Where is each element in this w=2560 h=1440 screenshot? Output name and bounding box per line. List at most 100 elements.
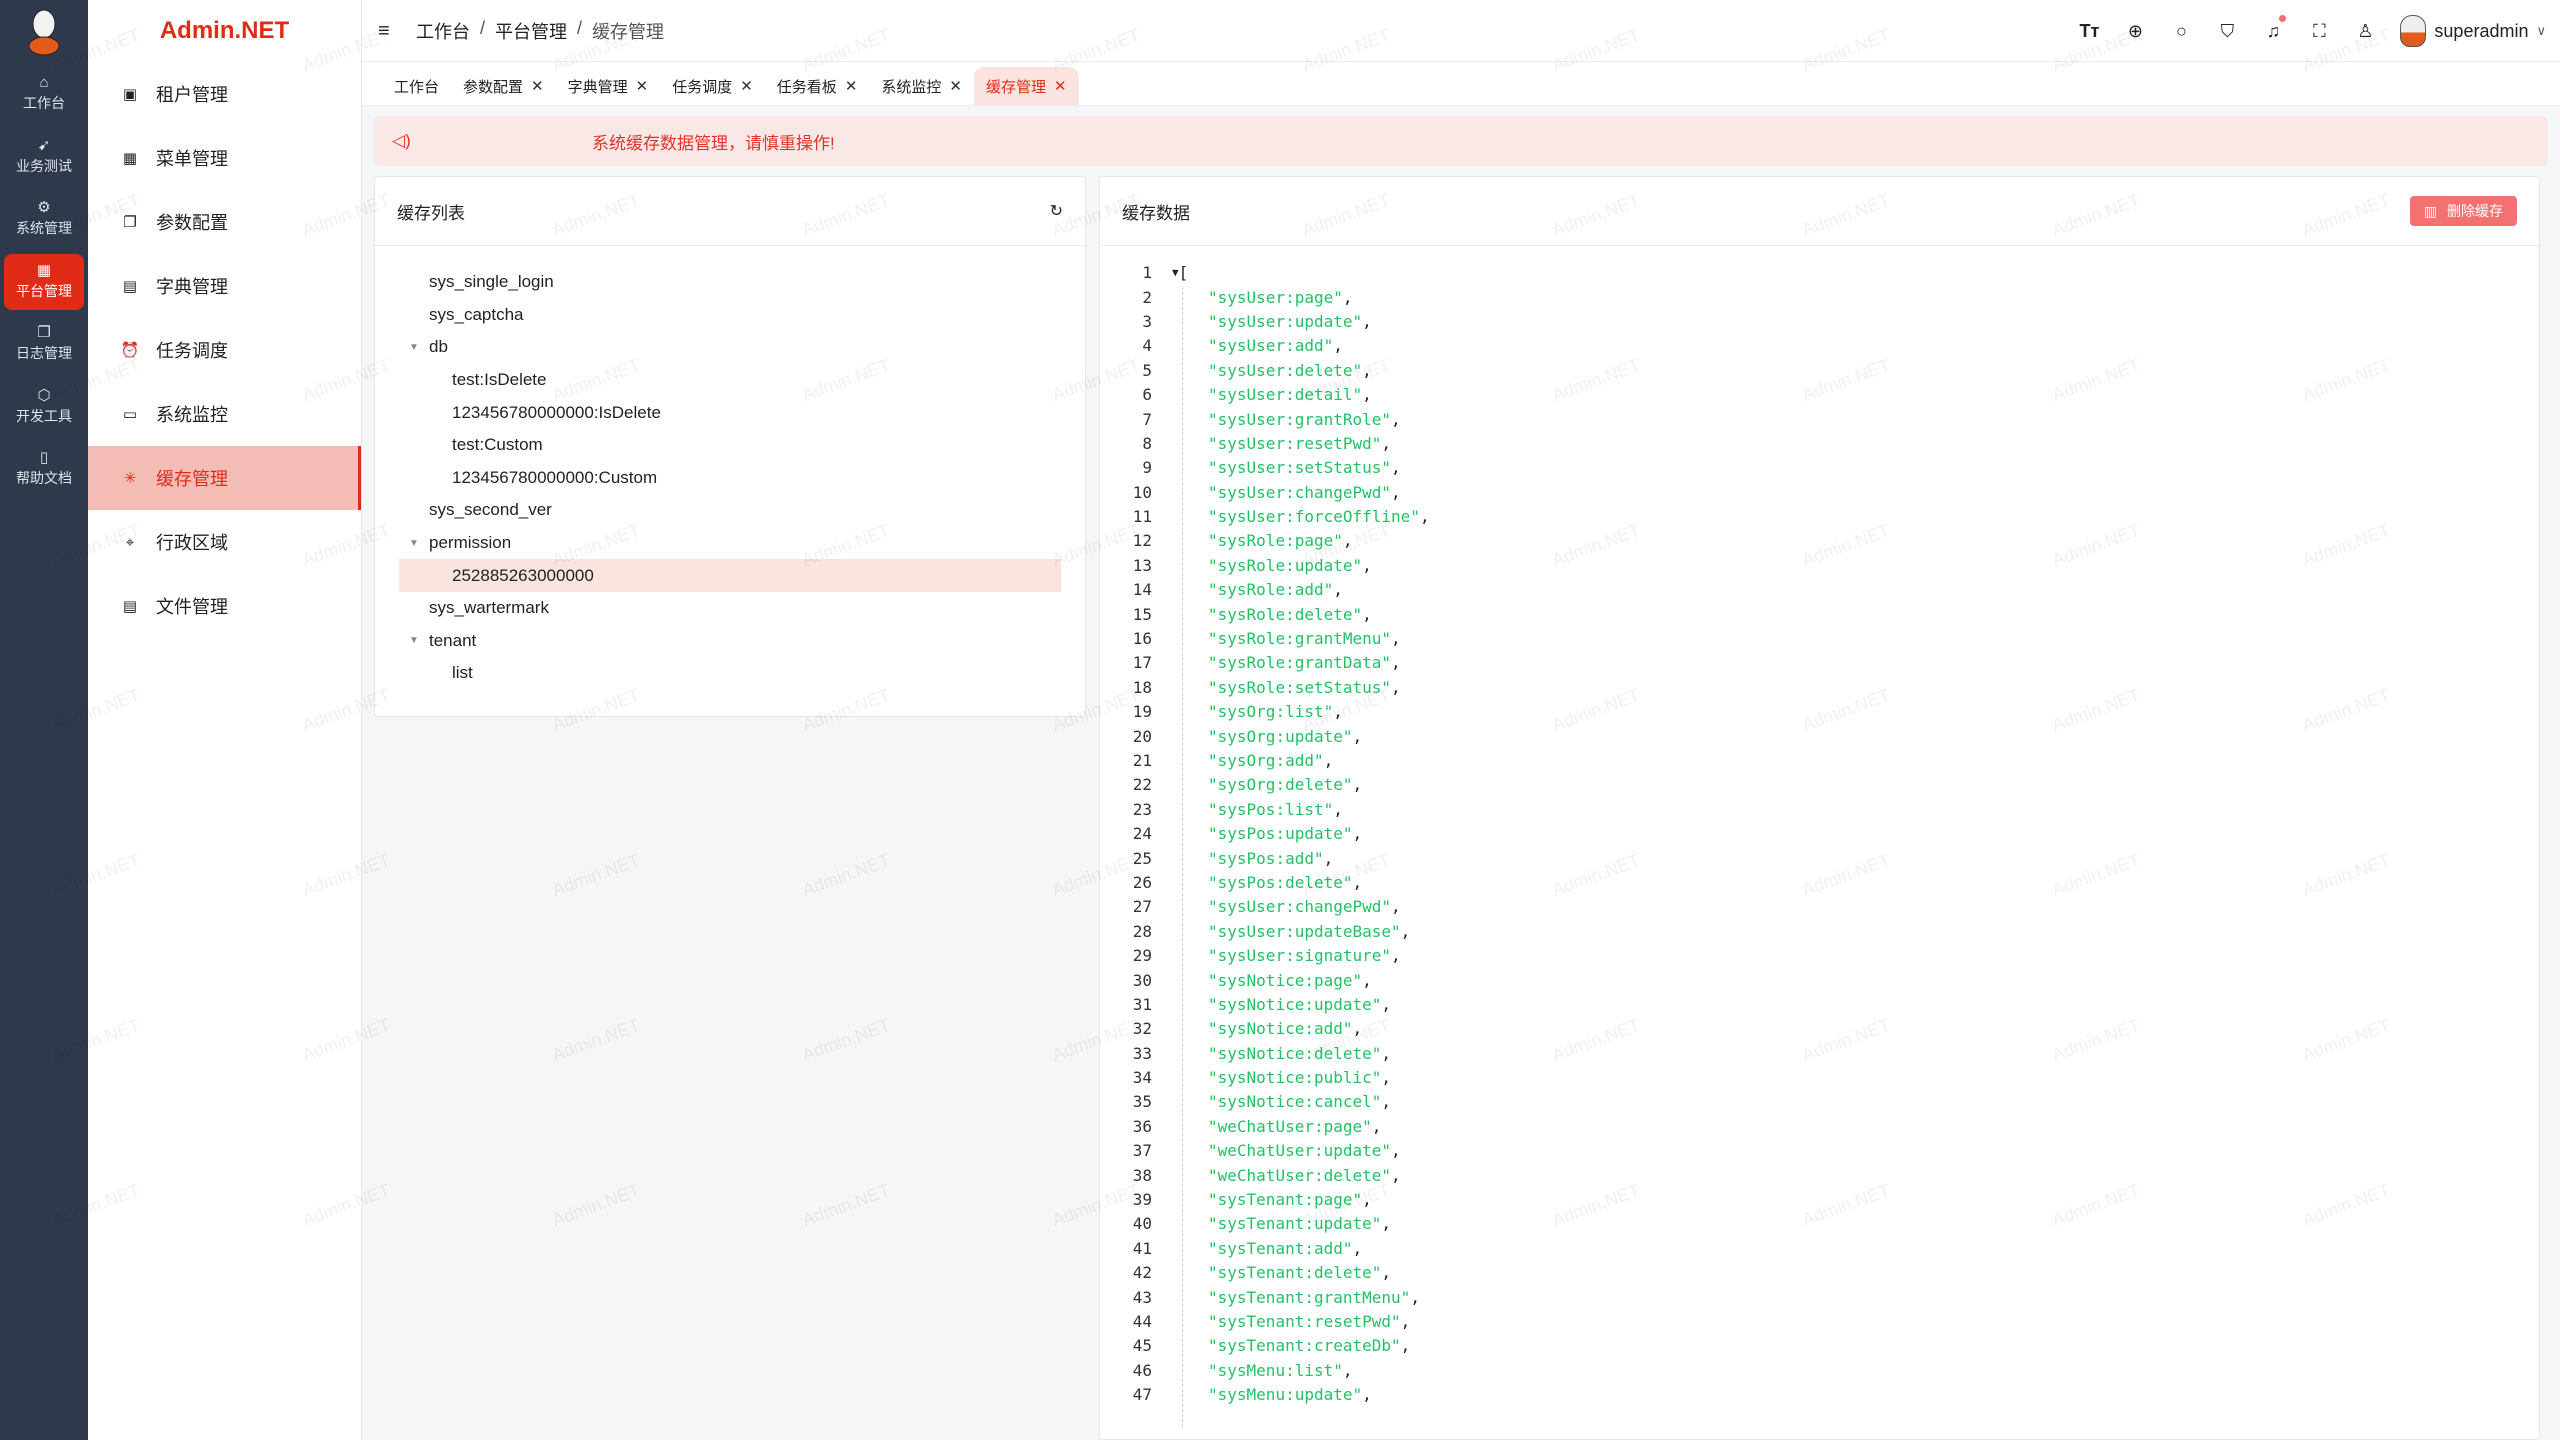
tree-node[interactable]: test:Custom [399,429,1061,462]
tab-label: 缓存管理 [985,78,1046,96]
code-line: 40 "sysTenant:update", [1100,1212,1430,1236]
line-number: 39 [1132,1190,1152,1210]
tab-label: 工作台 [394,78,440,96]
menu-collapse-icon[interactable]: ≡ [378,19,390,42]
code-line: 4 "sysUser:add", [1100,334,1430,358]
caret-down-icon[interactable]: ▼ [409,537,419,549]
line-number: 6 [1142,385,1152,405]
refresh-icon[interactable]: ↻ [1049,203,1063,220]
caret-down-icon[interactable]: ▼ [409,635,419,647]
comma: , [1333,702,1343,722]
tree-node[interactable]: sys_captcha [399,299,1061,332]
submenu-item[interactable]: ❐ 参数配置 [88,190,361,254]
code-line: 6 "sysUser:detail", [1100,383,1430,407]
tree-node-label: 252885263000000 [452,565,594,585]
line-number: 9 [1142,458,1152,478]
line-number: 45 [1132,1336,1152,1356]
submenu-item[interactable]: ▭ 系统监控 [88,382,361,446]
comma: , [1391,458,1401,478]
menu-item-icon: ▦ [122,150,138,167]
submenu-item-label: 租户管理 [156,85,228,105]
rail-item[interactable]: ➹ 业务测试 [4,129,84,185]
submenu-item[interactable]: ⏰ 任务调度 [88,318,361,382]
caret-down-icon[interactable]: ▼ [409,341,419,353]
comma: , [1352,824,1363,844]
json-string: "weChatUser:delete" [1208,1165,1392,1185]
user-icon[interactable]: ♙ [2357,21,2374,41]
close-icon[interactable]: ✕ [949,78,962,95]
delete-cache-button[interactable]: ▥ 删除缓存 [2409,196,2517,226]
close-icon[interactable]: ✕ [1054,78,1067,95]
rail-item[interactable]: ▦ 平台管理 [4,253,84,310]
code-line: 5 "sysUser:delete", [1100,359,1430,383]
line-number: 37 [1132,1141,1152,1161]
tree-node[interactable]: ▼ db [399,331,1061,364]
tab[interactable]: 参数配置 ✕ [451,67,556,105]
user-menu[interactable]: superadmin ∨ [2400,15,2546,47]
tree-node[interactable]: ▼ tenant [399,625,1061,658]
submenu-item[interactable]: ▤ 文件管理 [88,574,361,638]
submenu-item[interactable]: ▦ 菜单管理 [88,126,361,190]
breadcrumb-item[interactable]: 工作台 [416,21,470,42]
submenu-item-label: 行政区域 [156,533,228,553]
json-string: "sysUser:add" [1208,336,1334,356]
tab[interactable]: 缓存管理 ✕ [973,67,1079,105]
search-icon[interactable]: ○ [2175,21,2187,41]
header: ≡ 工作台 / 平台管理 / 缓存管理 Tт ⊕ ○ ⛉ ♫ ⛶ ♙ superad… [362,0,2560,62]
rail-item[interactable]: ❐ 日志管理 [4,316,84,372]
chevron-down-icon: ∨ [2536,23,2546,38]
logo-avatar [24,8,64,56]
tree-node[interactable]: list [399,657,1061,690]
json-string: "sysUser:update" [1208,311,1363,331]
tree-node[interactable]: 123456780000000:Custom [399,462,1061,495]
tree-node[interactable]: sys_second_ver [399,494,1061,527]
tab-label: 系统监控 [881,78,942,96]
bell-icon[interactable]: ♫ [2262,15,2287,43]
breadcrumb-item[interactable]: 平台管理 [495,21,568,42]
submenu-item[interactable]: ✳ 缓存管理 [88,446,361,510]
code-line: 33 "sysNotice:delete", [1100,1042,1430,1066]
close-icon[interactable]: ✕ [844,78,858,95]
json-viewer: 1 ▼[2 "sysUser:page", 3 "sysUser:update", 4 "s… [1100,261,1430,1407]
submenu-item[interactable]: ▤ 字典管理 [88,254,361,318]
rail-item[interactable]: ⚙ 系统管理 [4,191,84,247]
tab[interactable]: 字典管理 ✕ [556,67,661,105]
tree-node[interactable]: 252885263000000 [399,559,1061,592]
tree-node[interactable]: sys_single_login [399,266,1061,299]
line-number: 29 [1132,946,1152,966]
json-string: "sysMenu:list" [1208,1360,1343,1380]
tree-node[interactable]: sys_wartermark [399,592,1061,625]
json-string: "sysTenant:grantMenu" [1208,1287,1411,1307]
rail-item[interactable]: ⌂ 工作台 [4,66,84,122]
fullscreen-icon[interactable]: ⛶ [2313,21,2326,41]
tab[interactable]: 工作台 [382,67,451,105]
tab[interactable]: 任务看板 ✕ [765,67,870,105]
code-line: 17 "sysRole:grantData", [1100,651,1430,675]
tab[interactable]: 任务调度 ✕ [660,67,765,105]
font-size-icon[interactable]: Tт [2079,21,2100,41]
theme-shirt-icon[interactable]: ⛉ [2220,21,2235,41]
comma: , [1391,653,1401,673]
caret-down-icon[interactable]: ▼ [1172,266,1179,280]
tree-node[interactable]: ▼ permission [399,527,1061,560]
submenu-item-label: 参数配置 [156,213,228,233]
comma: , [1362,1385,1372,1405]
tree-node[interactable]: 123456780000000:IsDelete [399,396,1061,429]
code-text: [ [1178,263,1189,283]
submenu-item[interactable]: ▣ 租户管理 [88,62,361,126]
comma: , [1391,409,1401,429]
comma: , [1391,629,1401,649]
line-number: 7 [1142,409,1152,429]
close-icon[interactable]: ✕ [531,78,544,95]
tree-node[interactable]: test:IsDelete [399,364,1061,397]
language-icon[interactable]: ⊕ [2127,21,2143,41]
close-icon[interactable]: ✕ [635,78,649,95]
rail-item[interactable]: ▯ 帮助文档 [4,441,84,497]
code-line: 3 "sysUser:update", [1100,310,1430,334]
tab[interactable]: 系统监控 ✕ [869,67,974,105]
rail-item[interactable]: ⬡ 开发工具 [4,379,84,435]
comma: , [1362,360,1372,380]
code-line: 28 "sysUser:updateBase", [1100,920,1430,944]
close-icon[interactable]: ✕ [740,78,753,95]
submenu-item[interactable]: ⌖ 行政区域 [88,510,361,574]
